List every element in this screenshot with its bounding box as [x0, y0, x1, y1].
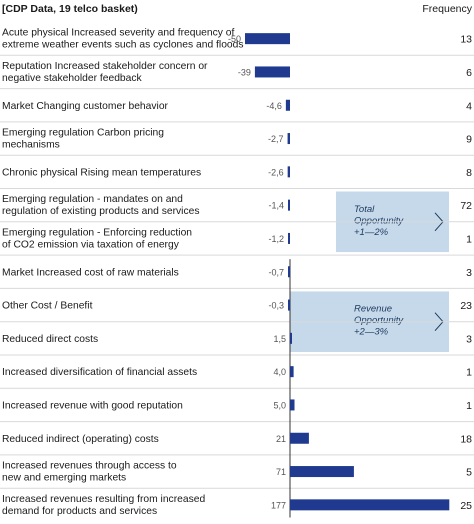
category-label: Increased revenues resulting from increa…: [2, 494, 205, 505]
bar: [254, 66, 290, 78]
category-label: Increased revenue with good reputation: [2, 400, 183, 411]
frequency-value: 8: [466, 167, 472, 179]
category-label: negative stakeholder feedback: [2, 73, 143, 84]
frequency-value: 5: [466, 467, 472, 479]
frequency-value: 18: [460, 433, 472, 445]
bar: [290, 399, 295, 411]
highlight-text: Total: [354, 204, 375, 215]
category-label: Chronic physical Rising mean temperature…: [2, 167, 201, 178]
category-label: Market Increased cost of raw materials: [2, 267, 179, 278]
category-label: Emerging regulation Carbon pricing: [2, 128, 164, 139]
frequency-header: Frequency: [422, 3, 472, 15]
bar: [290, 332, 292, 344]
category-label: of CO2 emission via taxation of energy: [2, 239, 180, 250]
frequency-value: 3: [466, 333, 472, 345]
highlight-text: +2—3%: [354, 327, 389, 338]
category-label: Increased diversification of financial a…: [2, 367, 197, 378]
category-label: Reduced indirect (operating) costs: [2, 434, 159, 445]
value-label: 5,0: [273, 400, 286, 410]
value-label: -39: [238, 67, 251, 77]
category-label: Reputation Increased stakeholder concern…: [2, 61, 208, 72]
frequency-value: 6: [466, 67, 472, 79]
frequency-value: 1: [466, 400, 472, 412]
bar: [245, 33, 290, 45]
frequency-value: 13: [460, 34, 472, 46]
value-label: 71: [276, 467, 286, 477]
bar: [288, 299, 290, 311]
bar: [287, 166, 290, 178]
highlight-text: Revenue: [354, 304, 392, 315]
value-label: 1,5: [273, 334, 286, 344]
frequency-value: 4: [466, 100, 472, 112]
frequency-value: 23: [460, 300, 472, 312]
category-label: Reduced direct costs: [2, 334, 98, 345]
category-label: extreme weather events such as cyclones …: [2, 40, 244, 51]
highlight-text: Opportunity: [354, 215, 404, 226]
value-label: -4,6: [266, 101, 282, 111]
frequency-value: 72: [460, 200, 472, 212]
category-label: Emerging regulation - mandates on and: [2, 194, 183, 205]
frequency-value: 1: [466, 233, 472, 245]
bar: [288, 232, 290, 244]
value-label: -2,6: [268, 167, 284, 177]
category-label: Market Changing customer behavior: [2, 101, 169, 112]
bar: [287, 133, 290, 145]
value-label: -0,3: [268, 301, 284, 311]
frequency-value: 1: [466, 367, 472, 379]
bar: [290, 466, 354, 478]
highlight-text: Opportunity: [354, 315, 404, 326]
category-label: Other Cost / Benefit: [2, 301, 93, 312]
frequency-value: 3: [466, 267, 472, 279]
category-label: regulation of existing products and serv…: [2, 206, 199, 217]
value-label: 177: [271, 500, 286, 510]
bar: [288, 266, 290, 278]
value-label: 21: [276, 434, 286, 444]
frequency-value: 9: [466, 134, 472, 146]
value-label: -0,7: [268, 267, 284, 277]
category-label: Increased revenues through access to: [2, 461, 177, 472]
value-label: -2,7: [268, 134, 284, 144]
bar: [290, 366, 294, 378]
chart-title: [CDP Data, 19 telco basket): [2, 3, 138, 15]
category-label: demand for products and services: [2, 506, 157, 517]
value-label: -1,4: [268, 201, 284, 211]
category-label: mechanisms: [2, 140, 60, 151]
value-label: -50: [228, 34, 241, 44]
category-label: Emerging regulation - Enforcing reductio…: [2, 227, 192, 238]
highlight-text: +1—2%: [354, 227, 389, 238]
frequency-value: 25: [460, 500, 472, 512]
bar: [290, 432, 309, 444]
category-label: Acute physical Increased severity and fr…: [2, 28, 235, 39]
bar: [285, 99, 290, 111]
bar: [290, 499, 450, 511]
value-label: -1,2: [268, 234, 284, 244]
bar: [288, 199, 290, 211]
value-label: 4,0: [273, 367, 286, 377]
category-label: new and emerging markets: [2, 473, 126, 484]
